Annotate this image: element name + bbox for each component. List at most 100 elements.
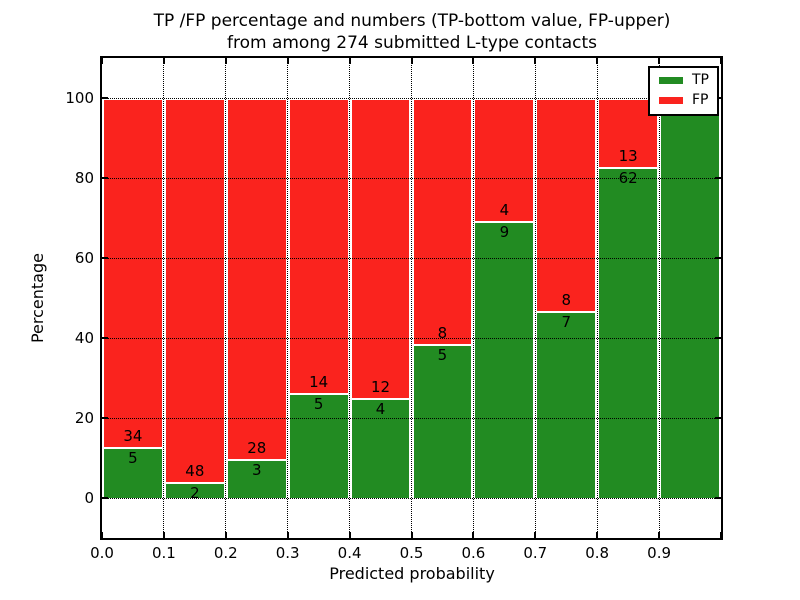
x-tick-mark — [410, 58, 413, 64]
y-tick-mark — [715, 417, 721, 419]
x-tick-label: 0.0 — [90, 544, 114, 562]
bar-segment-fp — [473, 98, 536, 222]
bar-count-fp: 13 — [618, 147, 638, 166]
chart-title-line-2: from among 274 submitted L-type contacts — [226, 33, 597, 53]
x-tick-mark — [101, 532, 103, 538]
x-tick-mark — [162, 58, 165, 64]
bar-count-tp: 7 — [561, 313, 572, 332]
bar-segment-fp — [102, 98, 164, 447]
x-tick-mark — [720, 532, 722, 538]
x-tick-label: 0.4 — [337, 544, 362, 562]
legend-entry-tp: TP — [650, 72, 717, 88]
bar-count-tp: 4 — [375, 400, 386, 418]
chart-title-line-1: TP /FP percentage and numbers (TP-bottom… — [153, 11, 671, 31]
bar-segment-fp — [349, 98, 412, 398]
bar-segment-tp — [597, 167, 660, 498]
x-tick-label: 0.7 — [523, 544, 548, 562]
y-gridline — [102, 417, 721, 419]
bar-count-fp: 14 — [309, 372, 329, 391]
x-tick-label: 0.8 — [585, 544, 610, 562]
bar-count-fp: 4 — [499, 201, 510, 220]
bar-segment-tp — [473, 221, 536, 498]
x-tick-mark — [286, 58, 289, 64]
bar-count-fp: 8 — [561, 291, 572, 310]
x-gridline — [658, 58, 660, 538]
bar-count-tp: 5 — [437, 346, 448, 365]
x-tick-mark — [348, 532, 351, 538]
x-tick-label: 0.3 — [275, 544, 300, 562]
bar-segment-tp — [163, 482, 226, 498]
y-gridline — [102, 257, 721, 259]
plot-area: 345482283145124854987136203 — [101, 58, 722, 538]
bar-count-fp: 48 — [185, 462, 205, 480]
bar-count-tp: 9 — [499, 223, 510, 242]
bar-segment-fp — [225, 98, 288, 460]
y-tick-label: 80 — [74, 169, 94, 187]
x-tick-mark — [162, 532, 165, 538]
x-tick-mark — [658, 58, 661, 64]
bar-segment-tp — [225, 459, 288, 498]
y-gridline — [102, 177, 721, 179]
y-gridline — [102, 337, 721, 339]
x-tick-mark — [596, 532, 599, 538]
x-tick-mark — [534, 532, 537, 538]
fp-color-swatch — [659, 97, 683, 104]
legend-label-tp: TP — [692, 72, 709, 88]
x-tick-mark — [410, 532, 413, 538]
y-tick-label: 40 — [74, 329, 94, 347]
x-tick-mark — [472, 58, 475, 64]
y-tick-label: 0 — [84, 489, 94, 507]
y-tick-mark — [715, 177, 721, 179]
bar-segment-fp — [535, 98, 598, 312]
x-gridline — [225, 58, 227, 538]
legend-label-fp: FP — [692, 92, 709, 108]
y-tick-mark — [102, 257, 108, 259]
x-tick-label: 0.2 — [213, 544, 238, 562]
bar-segment-tp — [411, 344, 474, 498]
x-gridline — [472, 58, 474, 538]
bar-count-tp: 3 — [251, 461, 262, 480]
bar-count-tp: 5 — [313, 394, 324, 413]
x-gridline — [349, 58, 351, 538]
bar-count-tp: 62 — [618, 169, 638, 188]
y-tick-mark — [715, 257, 721, 259]
x-tick-mark — [534, 58, 537, 64]
bar-segment-tp — [102, 446, 164, 498]
x-tick-mark — [596, 58, 599, 64]
x-gridline — [534, 58, 536, 538]
x-tick-mark — [658, 532, 661, 538]
bar-count-fp: 8 — [437, 324, 448, 343]
x-tick-label: 0.1 — [151, 544, 176, 562]
x-tick-label: 0.6 — [461, 544, 486, 562]
y-tick-mark — [102, 177, 108, 179]
x-gridline — [596, 58, 598, 538]
bar-segment-tp — [535, 311, 598, 498]
bar-segment-fp — [287, 98, 350, 393]
bar-count-tp: 2 — [190, 484, 200, 502]
x-tick-mark — [472, 532, 475, 538]
legend-entry-fp: FP — [650, 92, 717, 108]
x-gridline — [287, 58, 289, 538]
x-gridline — [163, 58, 165, 538]
x-tick-mark — [348, 58, 351, 64]
x-tick-mark — [101, 58, 103, 64]
y-tick-mark — [715, 337, 721, 339]
y-tick-mark — [102, 497, 108, 499]
y-tick-mark — [102, 417, 108, 419]
x-tick-label: 0.5 — [399, 544, 424, 562]
y-tick-mark — [102, 337, 108, 339]
x-tick-mark — [224, 532, 227, 538]
x-tick-mark — [720, 58, 722, 64]
x-tick-label: 0.9 — [647, 544, 672, 562]
bar-segment-fp — [411, 98, 474, 345]
bar-count-fp: 28 — [247, 439, 267, 458]
x-gridline — [411, 58, 412, 538]
y-tick-label: 100 — [65, 89, 94, 107]
x-tick-mark — [286, 532, 289, 538]
bar-count-fp: 12 — [371, 378, 391, 396]
y-tick-label: 60 — [74, 249, 94, 267]
bar-segment-tp — [287, 392, 350, 498]
y-gridline — [102, 497, 721, 499]
bar-count-fp: 34 — [123, 426, 143, 445]
